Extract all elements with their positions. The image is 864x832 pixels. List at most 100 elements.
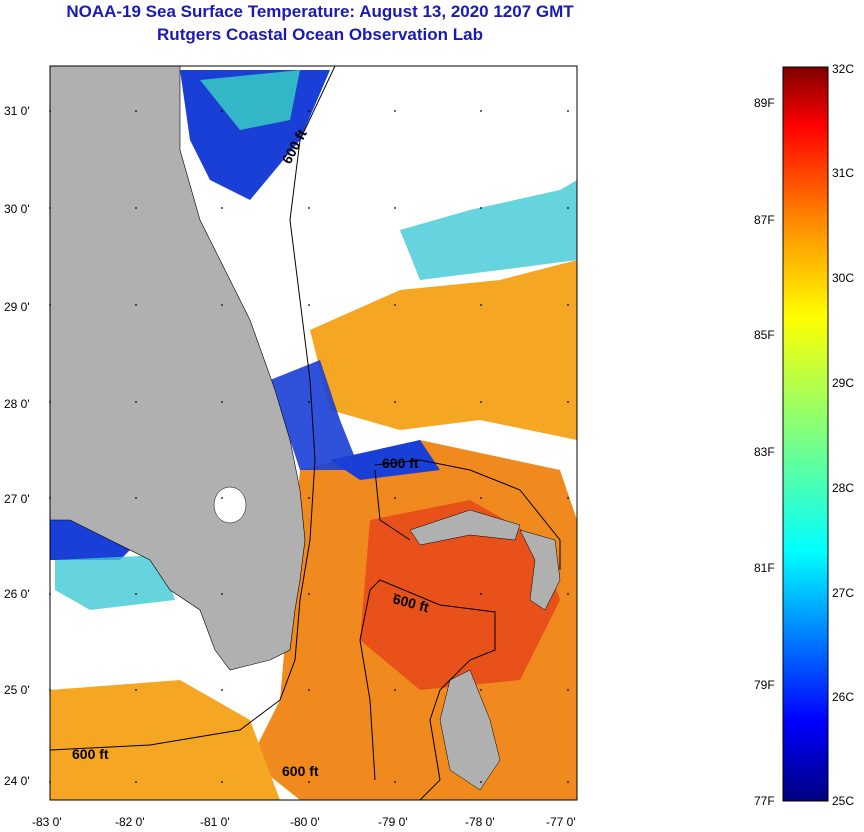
grid-dot bbox=[49, 304, 51, 306]
bahamas-andros bbox=[439, 669, 501, 791]
gulf-teal-west bbox=[55, 555, 175, 610]
grid-dot bbox=[221, 401, 223, 403]
lon-label: -83 0' bbox=[32, 815, 62, 829]
grid-dot bbox=[49, 207, 51, 209]
grid-dot bbox=[567, 110, 569, 112]
grid-dot bbox=[480, 593, 482, 595]
grid-dot bbox=[49, 593, 51, 595]
grid-dot bbox=[394, 110, 396, 112]
lon-label: -82 0' bbox=[115, 815, 145, 829]
florida-land bbox=[50, 66, 306, 671]
cold-band-gulfstream bbox=[330, 440, 440, 480]
grid-dots bbox=[49, 110, 569, 783]
longitude-labels: -83 0' -82 0' -81 0' -80 0' -79 0' -78 0… bbox=[32, 815, 576, 829]
grid-dot bbox=[49, 497, 51, 499]
grid-dot bbox=[308, 593, 310, 595]
grid-dot bbox=[308, 401, 310, 403]
grid-dot bbox=[394, 304, 396, 306]
cold-water-east-coast bbox=[270, 360, 360, 470]
grid-dot bbox=[135, 110, 137, 112]
grid-dot bbox=[135, 401, 137, 403]
lon-label: -77 0' bbox=[546, 815, 576, 829]
grid-dot bbox=[308, 689, 310, 691]
celsius-label: 26C bbox=[832, 690, 854, 704]
grid-dot bbox=[135, 497, 137, 499]
contour-label-bahamas: 600 ft bbox=[382, 455, 419, 471]
colorbar-gradient bbox=[782, 66, 829, 802]
cool-water-patches bbox=[400, 180, 577, 280]
map-frame bbox=[49, 65, 578, 801]
grid-dot bbox=[221, 207, 223, 209]
fahrenheit-label: 89F bbox=[754, 96, 775, 110]
grid-dot bbox=[480, 781, 482, 783]
map-title: NOAA-19 Sea Surface Temperature: August … bbox=[66, 2, 574, 21]
grid-dot bbox=[221, 781, 223, 783]
grid-dot bbox=[567, 689, 569, 691]
grid-dot bbox=[221, 593, 223, 595]
lat-label: 25 0' bbox=[4, 683, 30, 697]
grid-dot bbox=[135, 593, 137, 595]
grid-dot bbox=[394, 781, 396, 783]
grid-dot bbox=[135, 304, 137, 306]
warm-water-north bbox=[310, 260, 577, 440]
grid-dot bbox=[308, 781, 310, 783]
lat-label: 30 0' bbox=[4, 202, 30, 216]
lat-label: 26 0' bbox=[4, 587, 30, 601]
fahrenheit-label: 87F bbox=[754, 213, 775, 227]
gulf-warm-south bbox=[50, 680, 280, 800]
contour-600ft-tongue-west bbox=[359, 589, 376, 781]
grid-dot bbox=[308, 304, 310, 306]
celsius-label: 30C bbox=[832, 271, 854, 285]
fahrenheit-label: 83F bbox=[754, 445, 775, 459]
celsius-label: 29C bbox=[832, 376, 854, 390]
grid-dot bbox=[480, 110, 482, 112]
grid-dot bbox=[480, 304, 482, 306]
grid-dot bbox=[567, 401, 569, 403]
grid-dot bbox=[394, 497, 396, 499]
grid-dot bbox=[480, 689, 482, 691]
grid-dot bbox=[49, 689, 51, 691]
grid-dot bbox=[394, 593, 396, 595]
lon-label: -81 0' bbox=[200, 815, 230, 829]
grid-dot bbox=[394, 207, 396, 209]
celsius-label: 28C bbox=[832, 481, 854, 495]
grid-dot bbox=[221, 497, 223, 499]
celsius-label: 31C bbox=[832, 166, 854, 180]
contour-600ft-east-coast bbox=[50, 66, 336, 751]
grid-dot bbox=[135, 781, 137, 783]
hot-water-region bbox=[360, 500, 560, 690]
grid-dot bbox=[567, 593, 569, 595]
lat-label: 31 0' bbox=[4, 104, 30, 118]
lat-label: 29 0' bbox=[4, 300, 30, 314]
fahrenheit-label: 79F bbox=[754, 678, 775, 692]
grid-dot bbox=[221, 304, 223, 306]
celsius-labels: 32C 31C 30C 29C 28C 27C 26C 25C bbox=[832, 62, 854, 808]
map-subtitle: Rutgers Coastal Ocean Observation Lab bbox=[157, 25, 483, 44]
grid-dot bbox=[394, 401, 396, 403]
grid-dot bbox=[394, 689, 396, 691]
grid-dot bbox=[567, 497, 569, 499]
grid-dot bbox=[480, 207, 482, 209]
grid-dot bbox=[49, 110, 51, 112]
lon-label: -78 0' bbox=[465, 815, 495, 829]
grid-dot bbox=[135, 689, 137, 691]
contour-600ft-tongue bbox=[369, 579, 496, 800]
grid-dot bbox=[567, 781, 569, 783]
celsius-label: 25C bbox=[832, 794, 854, 808]
fahrenheit-label: 81F bbox=[754, 561, 775, 575]
fahrenheit-label: 77F bbox=[754, 794, 775, 808]
temperature-colorbar: 32C 31C 30C 29C 28C 27C 26C 25C 89F 87F … bbox=[754, 62, 854, 808]
grid-dot bbox=[567, 207, 569, 209]
lat-label: 28 0' bbox=[4, 397, 30, 411]
map-body bbox=[50, 66, 577, 800]
grid-dot bbox=[480, 401, 482, 403]
bahamas-grand-bahama bbox=[409, 509, 521, 546]
bahamas-abaco bbox=[519, 529, 561, 611]
celsius-label: 32C bbox=[832, 62, 854, 76]
lat-label: 27 0' bbox=[4, 492, 30, 506]
grid-dot bbox=[308, 497, 310, 499]
lat-label: 24 0' bbox=[4, 774, 30, 788]
sst-map: 600 ft 600 ft 600 ft 600 ft 600 ft 31 0'… bbox=[4, 65, 578, 829]
contour-600ft-bahamas-north bbox=[374, 459, 561, 570]
contour-label-south: 600 ft bbox=[282, 763, 319, 779]
